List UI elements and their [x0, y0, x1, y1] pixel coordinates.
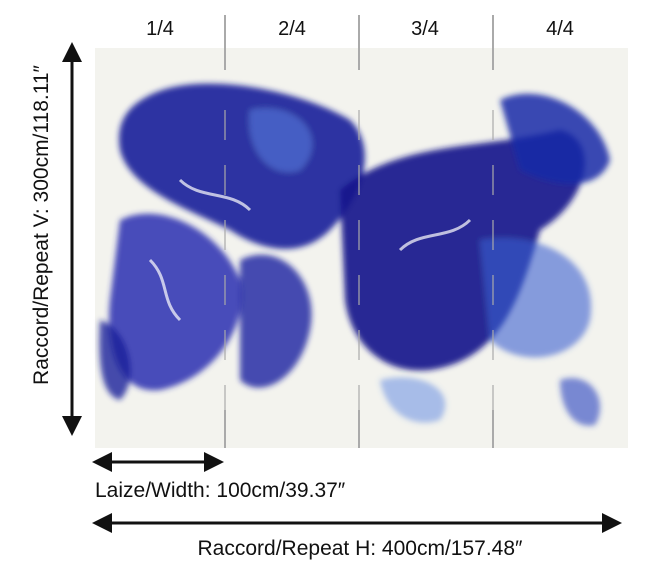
vertical-arrow	[62, 42, 82, 436]
panel-label: 2/4	[278, 18, 306, 40]
horizontal-arrow	[92, 513, 622, 533]
panel-label: 3/4	[411, 18, 439, 40]
width-arrow	[92, 452, 224, 472]
panel-dividers	[224, 15, 494, 448]
panel-label: 1/4	[146, 18, 174, 40]
width-label: Laize/Width: 100cm/39.37″	[95, 479, 346, 502]
panel-label: 4/4	[546, 18, 574, 40]
artwork	[95, 48, 628, 448]
repeat-h-label: Raccord/Repeat H: 400cm/157.48″	[198, 537, 524, 560]
repeat-v-label: Raccord/Repeat V: 300cm/118.11″	[30, 64, 53, 384]
